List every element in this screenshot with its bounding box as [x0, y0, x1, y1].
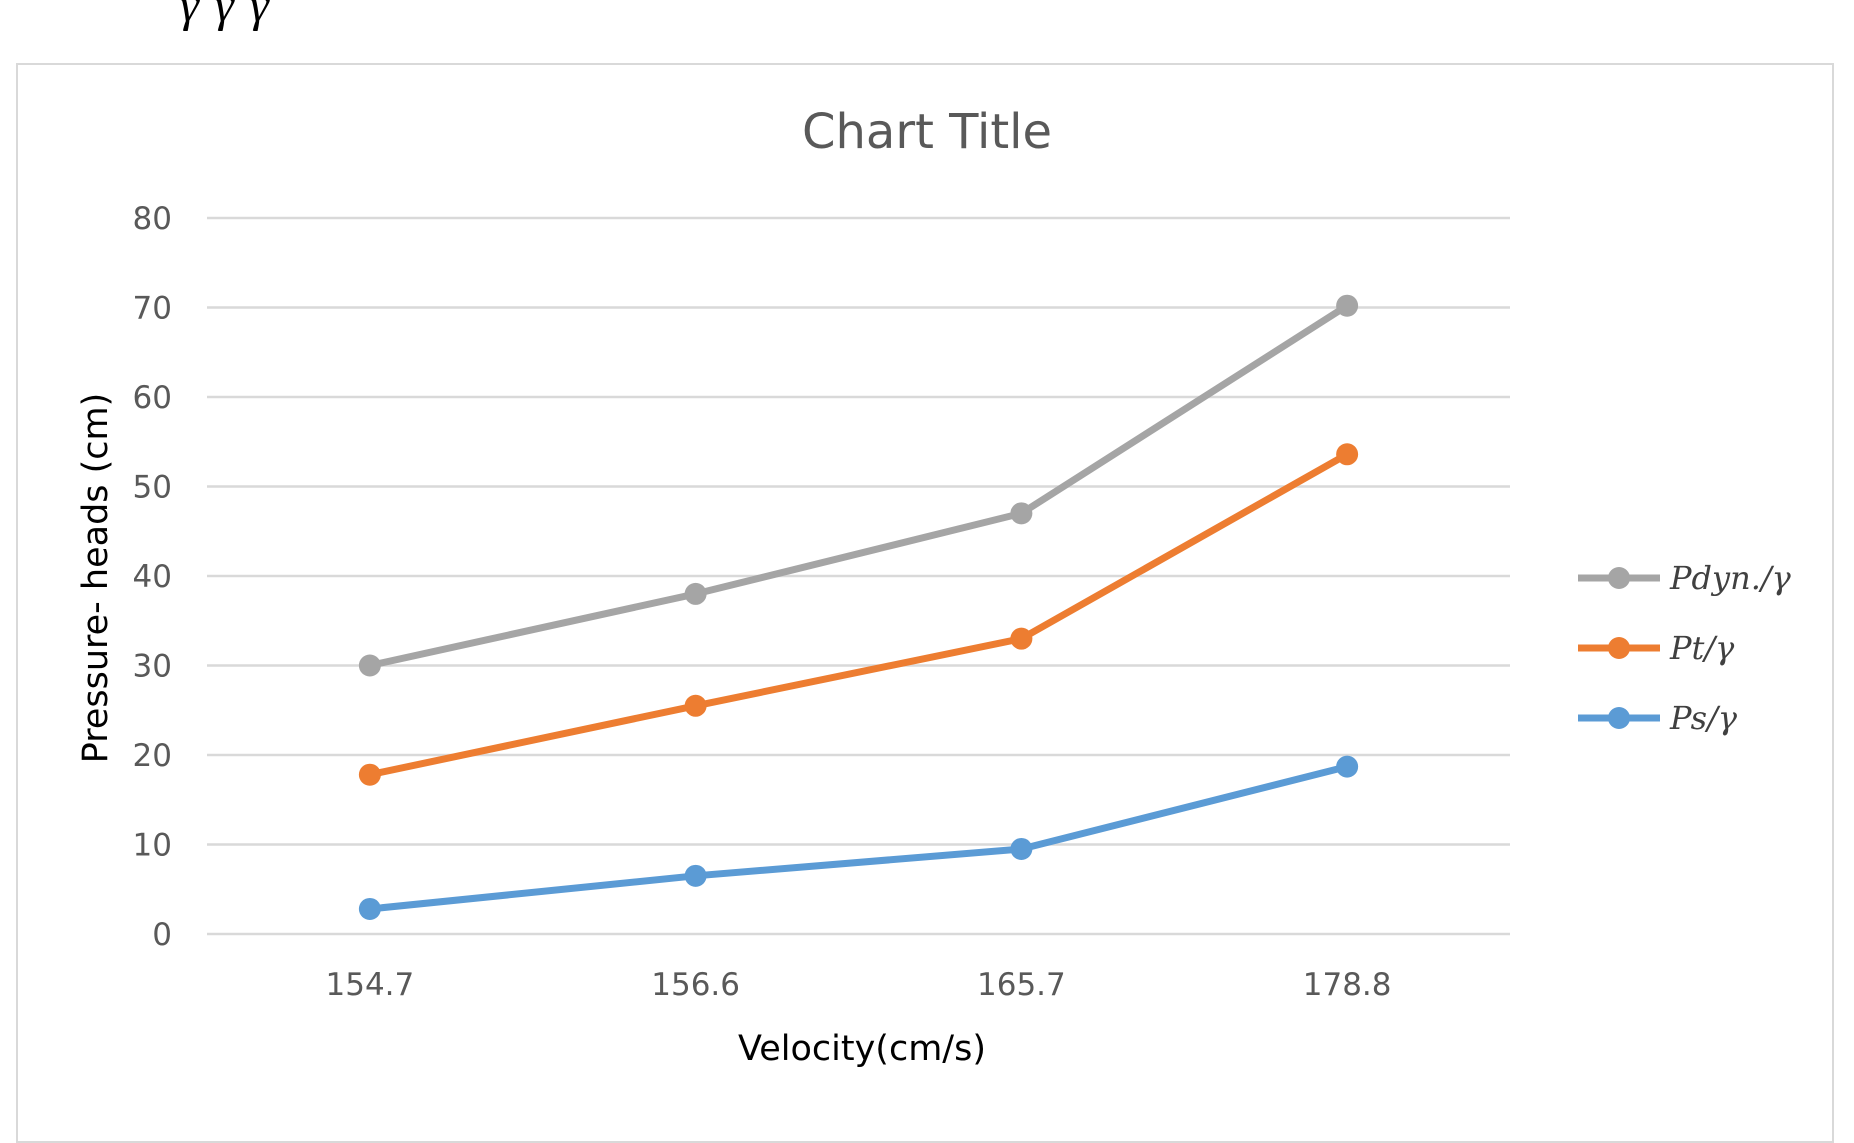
legend-label: Pt/γ [1669, 629, 1735, 667]
x-axis-ticks: 154.7 156.6 165.7 178.8 [326, 967, 1392, 1003]
y-tick-label: 60 [133, 380, 172, 416]
chart-area [16, 63, 1834, 1143]
x-tick-label: 156.6 [651, 967, 740, 1003]
gridlines [207, 216, 1510, 936]
series-line [366, 763, 1351, 913]
legend-label: Ps/γ [1669, 699, 1738, 737]
y-axis-ticks: 0 10 20 30 40 50 60 70 80 [133, 201, 172, 953]
data-point [1336, 294, 1359, 317]
y-tick-label: 10 [133, 828, 172, 864]
y-tick-label: 0 [152, 917, 172, 953]
series-line [366, 302, 1351, 669]
x-tick-label: 178.8 [1303, 967, 1392, 1003]
data-point [1336, 755, 1359, 778]
page-fragment-text: γ γ γ [180, 0, 271, 32]
data-point [684, 694, 707, 717]
data-point [1010, 627, 1033, 650]
y-tick-label: 30 [133, 649, 172, 685]
y-tick-label: 40 [133, 559, 172, 595]
data-point [1010, 502, 1033, 525]
series-line [366, 450, 1351, 779]
data-point [1336, 443, 1359, 466]
data-point [684, 864, 707, 887]
data-point [358, 763, 381, 786]
legend-swatch-marker [1608, 567, 1630, 589]
y-tick-label: 70 [133, 291, 172, 327]
legend-item: Ps/γ [1578, 699, 1738, 737]
series-1 [358, 443, 1359, 786]
y-tick-label: 50 [133, 470, 172, 506]
legend-item: Pdyn./γ [1578, 559, 1792, 597]
y-axis-title: Pressure- heads (cm) [76, 393, 116, 764]
legend-item: Pt/γ [1578, 629, 1735, 667]
series-0 [358, 294, 1359, 677]
x-tick-label: 165.7 [977, 967, 1066, 1003]
legend-label: Pdyn./γ [1669, 559, 1792, 597]
data-point [684, 582, 707, 605]
legend-swatch-marker [1608, 637, 1630, 659]
line-chart: Chart Title 0 10 20 30 40 50 60 70 80 154.7 156.6… [76, 104, 1792, 1069]
data-point [1010, 837, 1033, 860]
legend: Pdyn./γ Pt/γ Ps/γ [1578, 559, 1792, 737]
x-tick-label: 154.7 [326, 967, 415, 1003]
series-group [358, 294, 1359, 920]
series-2 [358, 755, 1359, 920]
data-point [358, 654, 381, 677]
data-point [358, 897, 381, 920]
y-tick-label: 80 [133, 201, 172, 237]
y-tick-label: 20 [133, 738, 172, 774]
x-axis-title: Velocity(cm/s) [738, 1029, 986, 1069]
chart-title: Chart Title [802, 104, 1052, 160]
legend-swatch-marker [1608, 707, 1630, 729]
